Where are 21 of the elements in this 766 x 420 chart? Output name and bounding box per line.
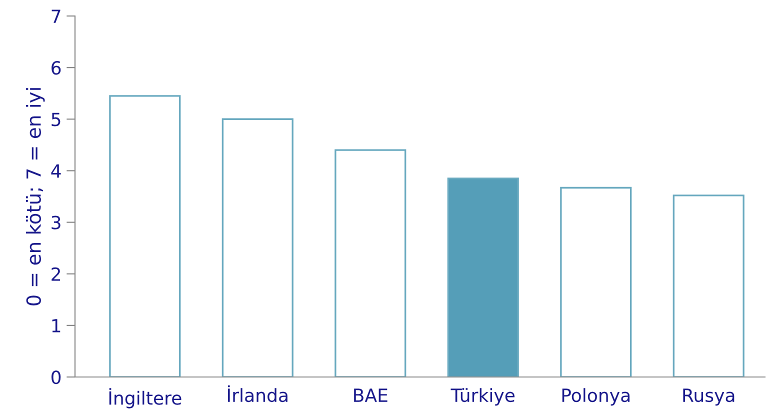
x-tick-label: Rusya — [683, 388, 734, 406]
y-tick-label: 4 — [51, 164, 61, 178]
bar — [222, 118, 294, 377]
bar — [447, 178, 519, 377]
x-tick-label: İngiltere — [109, 388, 182, 408]
x-tick-label: Türkiye — [450, 388, 515, 406]
x-tick-label: İrlanda — [228, 385, 288, 402]
y-tick-label: 7 — [52, 10, 60, 23]
bar — [334, 149, 406, 377]
x-tick-label: Polonya — [562, 388, 630, 406]
x-tick-label: BAE — [354, 388, 388, 402]
y-tick-label: 1 — [52, 319, 60, 332]
y-tick-label: 0 — [52, 370, 61, 384]
y-tick-label: 6 — [52, 61, 61, 75]
y-axis-title: 0 = en kötü; 7 = en iyi — [26, 88, 45, 306]
bar — [672, 194, 744, 377]
bar — [109, 95, 181, 377]
y-tick-label: 5 — [52, 112, 60, 126]
y-tick-label: 2 — [52, 267, 60, 281]
y-tick-label: 3 — [52, 216, 60, 230]
bar — [560, 186, 632, 377]
